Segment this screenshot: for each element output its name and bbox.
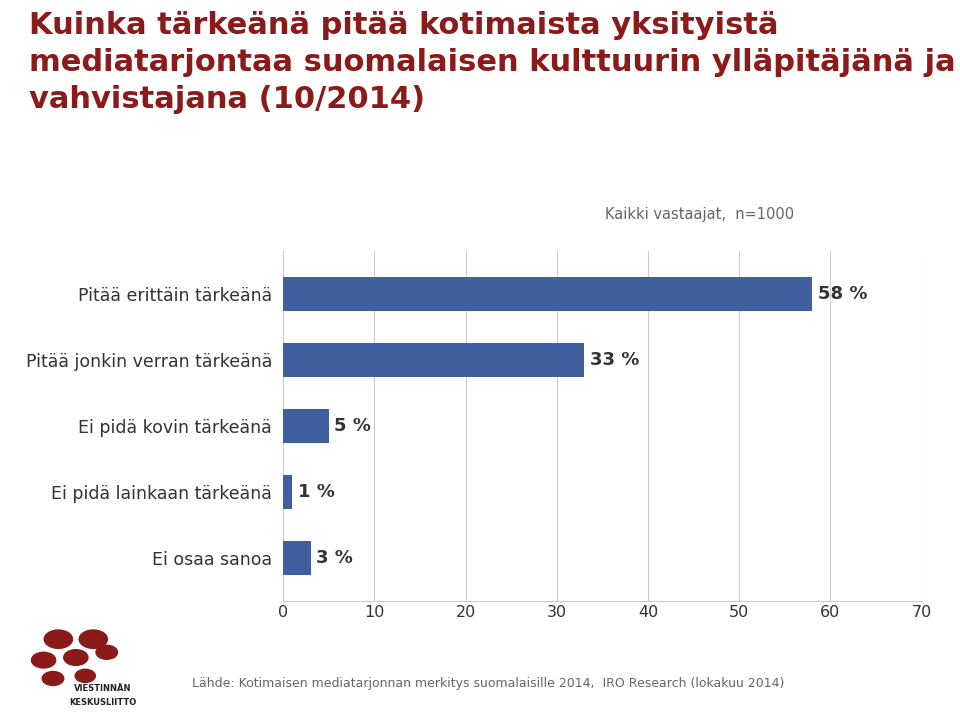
Text: Kaikki vastaajat,  n=1000: Kaikki vastaajat, n=1000 (605, 207, 794, 222)
Text: VIESTINNÄN: VIESTINNÄN (74, 684, 132, 694)
Text: Lähde: Kotimaisen mediatarjonnan merkitys suomalaisille 2014,  IRO Research (lok: Lähde: Kotimaisen mediatarjonnan merkity… (192, 677, 784, 690)
Circle shape (75, 669, 95, 682)
Bar (283, 343, 584, 377)
Circle shape (42, 671, 63, 686)
Text: KESKUSLIITTO: KESKUSLIITTO (69, 697, 136, 707)
Text: 3 %: 3 % (316, 549, 353, 566)
Text: Kuinka tärkeänä pitää kotimaista yksityistä
mediatarjontaa suomalaisen kulttuuri: Kuinka tärkeänä pitää kotimaista yksityi… (29, 11, 955, 114)
Text: 1 %: 1 % (298, 483, 335, 501)
Text: 5 %: 5 % (334, 417, 372, 435)
Circle shape (96, 645, 117, 660)
Text: 33 %: 33 % (589, 351, 639, 369)
Circle shape (63, 649, 88, 665)
Circle shape (79, 630, 108, 649)
Bar (283, 408, 328, 443)
Circle shape (32, 652, 56, 668)
Circle shape (44, 630, 73, 649)
Bar (283, 475, 292, 509)
Text: 58 %: 58 % (818, 285, 867, 303)
Bar (283, 541, 311, 575)
Bar (283, 277, 812, 311)
